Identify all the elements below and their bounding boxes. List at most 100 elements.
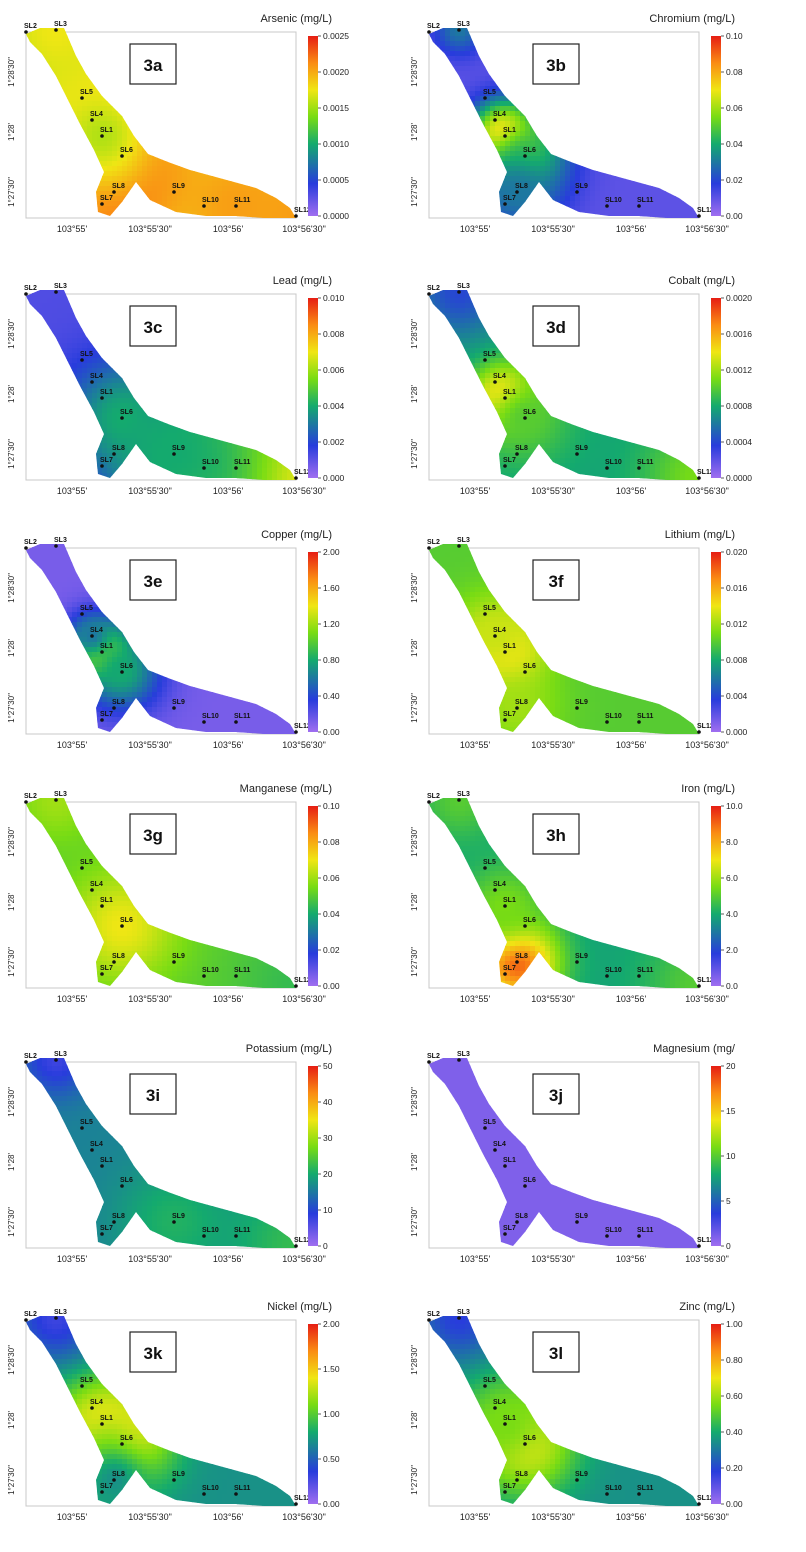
colorbar [711,1066,721,1246]
station-marker [575,190,579,194]
station-marker [637,720,641,724]
y-tick-label: 1°28'30" [410,573,419,603]
panel-label: 3l [549,1344,563,1363]
y-tick-label: 1°27'30" [7,439,16,469]
y-tick-label: 1°28'30" [7,1087,16,1117]
station-label: SL9 [172,445,185,452]
y-tick-label: 1°27'30" [7,177,16,207]
panel-label-box [129,813,177,855]
y-tick-label: 1°27'30" [410,693,419,723]
station-label: SL9 [172,953,185,960]
map-frame [25,801,297,989]
station-marker [24,1060,28,1064]
colorbar-tick-label: 0.006 [323,365,345,375]
station-marker [457,1316,461,1320]
y-tick-label: 1°27'30" [7,947,16,977]
colorbar-tick-label: 0.02 [726,175,743,185]
station-label: SL11 [234,459,250,466]
station-label: SL11 [637,1227,653,1234]
chart-title: Zinc (mg/L) [679,1301,735,1313]
station-marker [605,466,609,470]
station-label: SL3 [457,1309,470,1316]
chart-title: Cobalt (mg/L) [668,275,735,287]
station-label: SL10 [202,459,219,466]
station-label: SL12 [697,1237,714,1244]
x-tick-label: 103°56' [213,224,244,234]
map-frame [25,293,297,481]
y-tick-label: 1°27'30" [410,1465,419,1495]
station-label: SL12 [294,1237,311,1244]
station-marker [503,1232,507,1236]
map-panel-3a: SL1 SL2 SL3 SL4 SL5 SL6 SL7 SL8 SL9 SL10 SL11 SL12 3… [7,13,349,234]
colorbar [308,1324,318,1504]
x-tick-label: 103°55' [57,486,88,496]
map-frame [428,547,700,735]
x-tick-label: 103°56'30" [282,1254,326,1264]
station-label: SL7 [100,1483,113,1490]
x-tick-label: 103°55'30" [128,1512,172,1522]
station-marker [637,1234,641,1238]
station-marker [457,28,461,32]
station-label: SL2 [427,23,440,30]
colorbar-tick-label: 2.00 [323,1319,340,1329]
y-tick-label: 1°28'30" [7,827,16,857]
x-tick-label: 103°55' [57,1512,88,1522]
station-label: SL6 [523,1177,536,1184]
station-marker [80,1384,84,1388]
chart-title: Iron (mg/L) [681,783,735,795]
station-marker [637,466,641,470]
panel-label-box [532,1073,580,1115]
station-label: SL11 [637,713,653,720]
chart-title: Lithium (mg/L) [665,529,735,541]
panel-label-box [129,43,177,85]
station-label: SL10 [202,197,219,204]
colorbar [711,806,721,986]
colorbar-tick-label: 0.40 [726,1427,743,1437]
x-tick-label: 103°56'30" [282,994,326,1004]
station-marker [637,974,641,978]
station-marker [605,974,609,978]
map-panel-3e: SL1 SL2 SL3 SL4 SL5 SL6 SL7 SL8 SL9 SL10 SL11 SL12 3… [7,529,340,750]
station-marker [493,1406,497,1410]
station-marker [202,1492,206,1496]
station-marker [80,358,84,362]
station-marker [697,730,701,734]
station-label: SL7 [100,195,113,202]
station-marker [172,1478,176,1482]
station-marker [294,984,298,988]
station-label: SL5 [483,351,496,358]
station-label: SL9 [575,1213,588,1220]
x-tick-label: 103°56' [616,1512,647,1522]
panel-label-box [532,559,580,601]
station-marker [80,866,84,870]
colorbar-tick-label: 0.0 [726,981,738,991]
colorbar-tick-label: 8.0 [726,837,738,847]
station-marker [80,1126,84,1130]
panel-label: 3g [143,826,163,845]
station-marker [54,1058,58,1062]
station-marker [234,466,238,470]
panel-label: 3h [546,826,566,845]
x-tick-label: 103°55'30" [531,740,575,750]
station-marker [515,452,519,456]
map-frame [428,293,700,481]
y-tick-label: 1°28' [7,1410,16,1429]
station-label: SL2 [427,793,440,800]
x-tick-label: 103°56' [213,740,244,750]
station-label: SL2 [24,285,37,292]
station-marker [605,1492,609,1496]
station-label: SL3 [457,791,470,798]
station-marker [294,1502,298,1506]
station-label: SL11 [234,197,250,204]
station-label: SL2 [427,539,440,546]
colorbar-tick-label: 1.20 [323,619,340,629]
x-tick-label: 103°55'30" [128,994,172,1004]
x-tick-label: 103°55'30" [128,1254,172,1264]
station-marker [483,358,487,362]
station-label: SL12 [294,723,311,730]
map-panel-3g: SL1 SL2 SL3 SL4 SL5 SL6 SL7 SL8 SL9 SL10 SL11 SL12 3… [7,783,340,1004]
colorbar-tick-label: 0.002 [323,437,345,447]
colorbar-tick-label: 0.0012 [726,365,752,375]
station-marker [523,924,527,928]
x-tick-label: 103°55'30" [531,1512,575,1522]
